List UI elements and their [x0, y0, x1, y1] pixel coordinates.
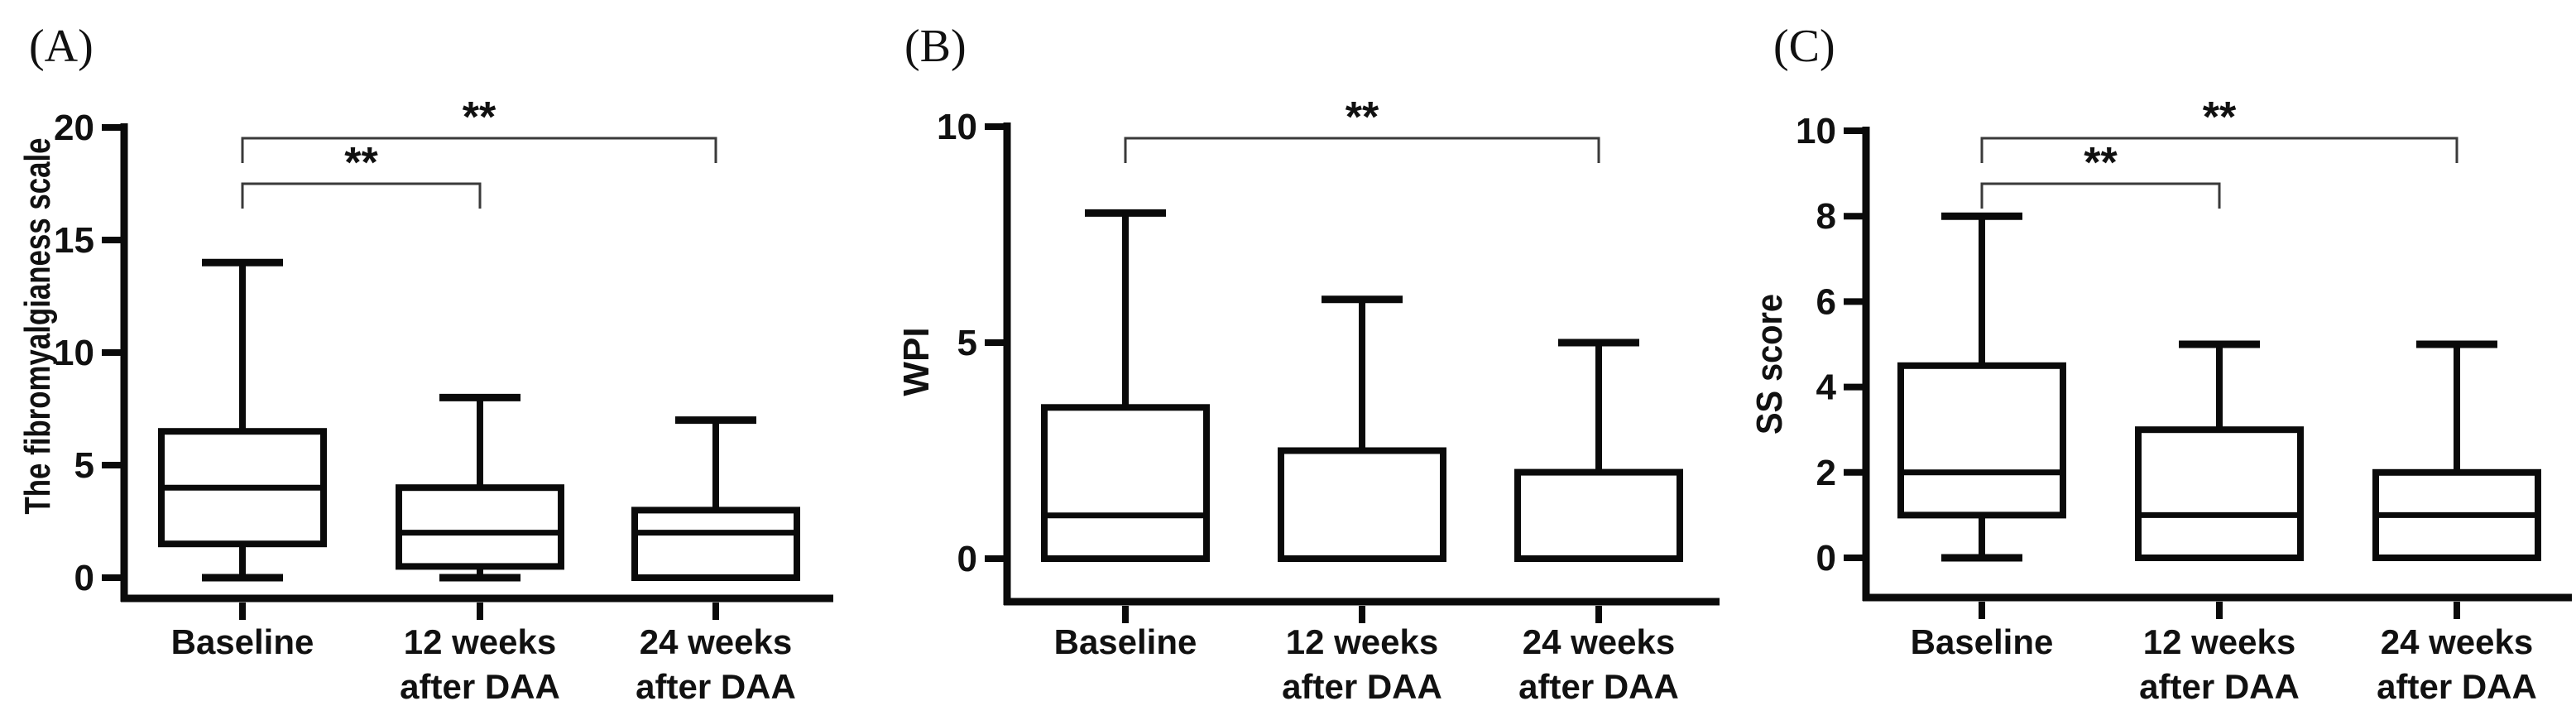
significance-bracket	[1124, 137, 1600, 163]
box-group-1	[396, 393, 564, 582]
box-group-0	[1897, 212, 2066, 562]
y-tick-label: 5	[74, 445, 94, 486]
box-group-0	[158, 258, 327, 582]
y-tick-label: 0	[74, 558, 94, 598]
category-label: 24 weeks	[1523, 622, 1676, 661]
box-group-2	[2372, 340, 2541, 561]
significance-label: **	[1346, 94, 1379, 142]
y-tick-label: 2	[1816, 453, 1836, 493]
y-tick-label: 8	[1816, 196, 1836, 237]
category-label: Baseline	[171, 622, 314, 661]
panel-a: ** ** 0 5 10 15 20 Baseline 12 weeks after DAA 24 …	[17, 21, 833, 701]
significance-label: **	[2084, 139, 2118, 187]
iqr-box	[1278, 447, 1446, 562]
category-label: Baseline	[1054, 622, 1197, 661]
box-group-1	[1278, 295, 1446, 562]
box-group-0	[1041, 209, 1210, 562]
y-tick-label: 0	[957, 539, 977, 579]
y-tick-label: 6	[1816, 281, 1836, 322]
box-group-2	[631, 416, 800, 582]
significance-bracket	[1980, 137, 2458, 163]
category-label: after DAA	[2139, 667, 2300, 701]
box-group-2	[1514, 338, 1683, 562]
y-tick-label: 4	[1816, 367, 1837, 408]
panel-c: ** ** 0 2 4 6 8 10 Baseline 12 weeks after DAA 24 w…	[1749, 21, 2572, 701]
significance-bracket	[241, 182, 482, 209]
panel-letter: (C)	[1773, 21, 1835, 72]
panel-letter: (B)	[904, 21, 967, 72]
y-tick-label: 5	[957, 323, 977, 363]
category-label: 12 weeks	[2143, 622, 2296, 661]
iqr-box	[396, 484, 564, 570]
y-axis-title: WPI	[896, 327, 937, 396]
category-label: after DAA	[2377, 667, 2537, 701]
significance-label: **	[463, 94, 496, 142]
significance-bracket	[241, 137, 717, 163]
category-label: after DAA	[636, 667, 796, 701]
category-label: after DAA	[1518, 667, 1679, 701]
iqr-box	[2135, 426, 2304, 562]
y-tick-label: 10	[1796, 111, 1836, 151]
category-label: after DAA	[1282, 667, 1442, 701]
panel-b: ** 0 5 10 Baseline 12 weeks after DAA 24 weeks a…	[896, 21, 1720, 701]
category-label: 24 weeks	[640, 622, 793, 661]
category-label: after DAA	[400, 667, 560, 701]
iqr-box	[1897, 362, 2066, 519]
y-tick-label: 20	[54, 108, 94, 148]
significance-label: **	[2203, 94, 2237, 142]
category-label: 12 weeks	[404, 622, 557, 661]
y-axis-title: SS score	[1749, 294, 1790, 435]
iqr-box	[1041, 404, 1210, 562]
y-axis-title: The fibromyalgianess scale	[17, 138, 58, 515]
iqr-box	[1514, 468, 1683, 562]
panel-letter: (A)	[29, 21, 94, 72]
iqr-box	[631, 507, 800, 582]
y-tick-label: 10	[54, 333, 94, 373]
box-group-1	[2135, 340, 2304, 562]
significance-bracket	[1980, 182, 2221, 209]
category-label: 12 weeks	[1286, 622, 1439, 661]
y-tick-label: 10	[937, 107, 977, 147]
category-label: 24 weeks	[2381, 622, 2534, 661]
significance-label: **	[344, 139, 378, 187]
y-tick-label: 0	[1816, 538, 1836, 579]
category-label: Baseline	[1911, 622, 2054, 661]
y-tick-label: 15	[54, 220, 94, 261]
